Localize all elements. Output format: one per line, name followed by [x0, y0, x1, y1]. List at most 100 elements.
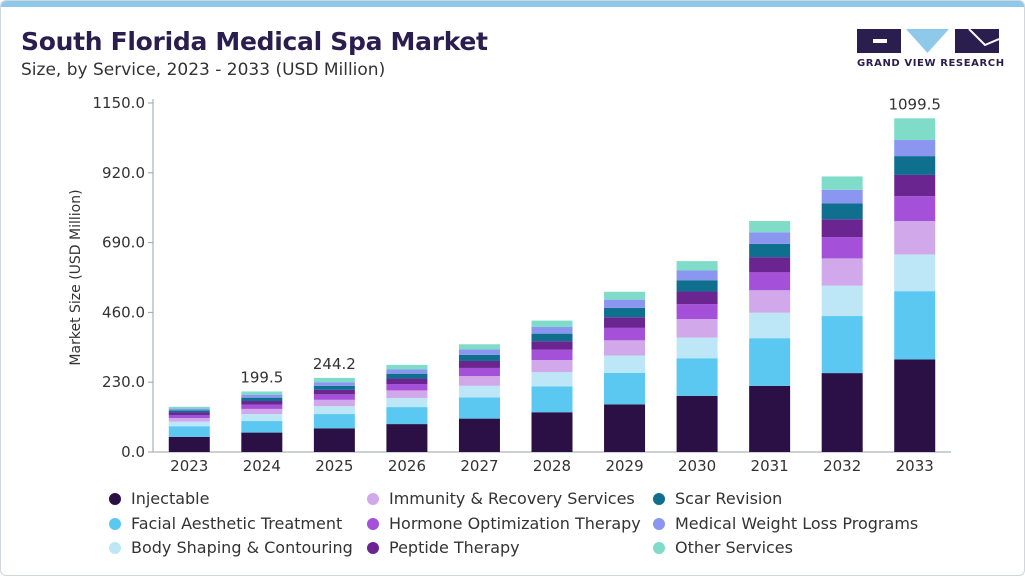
bar-segment	[386, 424, 428, 452]
bar-segment	[168, 408, 210, 411]
bar-segment	[458, 367, 500, 377]
x-tick-label: 2030	[678, 457, 716, 475]
legend-swatch-icon	[367, 518, 379, 530]
legend-swatch-icon	[109, 542, 121, 554]
legend-swatch-icon	[109, 493, 121, 505]
legend-label: Hormone Optimization Therapy	[389, 514, 641, 533]
bar-segment	[604, 299, 646, 308]
stacked-bar-chart: 0.0 230.0 460.0 690.0 920.0 1150.0 Market Size…	[68, 94, 951, 475]
bar-segment	[894, 221, 936, 255]
bar-segment	[386, 364, 428, 370]
bar-segment	[168, 406, 210, 409]
bar-segment	[531, 333, 573, 342]
legend-item: Other Services	[653, 538, 793, 557]
bar-segment	[531, 412, 573, 452]
legend-swatch-icon	[367, 542, 379, 554]
bar-segment	[386, 369, 428, 374]
y-tick-label: 0.0	[121, 443, 145, 461]
bar-segment	[458, 397, 500, 419]
bar-segment	[749, 338, 791, 386]
legend-item: Medical Weight Loss Programs	[653, 514, 918, 533]
x-tick-label: 2028	[533, 457, 571, 475]
bar-segment	[458, 349, 500, 355]
bar-segment	[749, 232, 791, 244]
bar-segment	[241, 394, 283, 398]
bar-segment	[458, 376, 500, 386]
bar-segment	[894, 156, 936, 175]
bar-segment	[821, 373, 863, 452]
bar-segment	[458, 344, 500, 350]
legend-item: Hormone Optimization Therapy	[367, 514, 641, 533]
bar-segment	[168, 412, 210, 415]
legend-label: Peptide Therapy	[389, 538, 520, 557]
bar-segment	[676, 358, 718, 396]
x-tick-label: 2023	[170, 457, 208, 475]
y-tick-label: 920.0	[102, 164, 145, 182]
bar-segment	[894, 359, 936, 452]
legend-item: Injectable	[109, 489, 209, 508]
bar-segment	[313, 428, 355, 452]
x-tick-label: 2025	[315, 457, 353, 475]
bar-segment	[604, 340, 646, 356]
legend-label: Scar Revision	[675, 489, 783, 508]
bar-segment	[313, 382, 355, 386]
bar-segment	[676, 319, 718, 338]
bar-segment	[386, 397, 428, 408]
legend-swatch-icon	[109, 518, 121, 530]
bar-segment	[168, 418, 210, 422]
data-label: 199.5	[240, 368, 283, 386]
legend-item: Scar Revision	[653, 489, 782, 508]
bar-segment	[676, 280, 718, 292]
bar-segment	[604, 291, 646, 300]
legend-label: Injectable	[131, 489, 210, 508]
bar-segment	[821, 176, 863, 190]
bar-segment	[458, 354, 500, 361]
bar-segment	[749, 221, 791, 233]
bar-segment	[894, 140, 936, 157]
x-tick-label: 2026	[388, 457, 426, 475]
x-tick-label: 2027	[460, 457, 498, 475]
bar-segment	[604, 307, 646, 318]
bar-segment	[821, 203, 863, 220]
chart-subtitle: Size, by Service, 2023 - 2033 (USD Milli…	[21, 60, 386, 80]
bar-segment	[241, 391, 283, 395]
legend-item: Immunity & Recovery Services	[367, 489, 635, 508]
bar-segment	[894, 254, 936, 292]
bar-segment	[531, 360, 573, 373]
data-label: 1099.5	[888, 95, 941, 113]
chart-title: South Florida Medical Spa Market	[21, 27, 488, 56]
bar-segment	[458, 418, 500, 452]
x-tick-label: 2031	[751, 457, 789, 475]
bar-segment	[749, 257, 791, 273]
bar-segment	[386, 390, 428, 398]
bar-segment	[604, 317, 646, 328]
bar-segment	[313, 406, 355, 415]
x-tick-label: 2033	[896, 457, 934, 475]
bar-segment	[604, 327, 646, 341]
bar-segment	[168, 436, 210, 452]
bar-segment	[386, 407, 428, 425]
bar-segment	[241, 408, 283, 415]
bar-segment	[531, 386, 573, 413]
bar-segment	[531, 326, 573, 334]
bar-segment	[749, 290, 791, 313]
bar-segment	[604, 404, 646, 452]
bar-segment	[313, 385, 355, 390]
bar-segment	[749, 385, 791, 452]
bar-segment	[313, 377, 355, 383]
bar-segment	[676, 395, 718, 452]
bar-segment	[894, 174, 936, 197]
brand-name: GRAND VIEW RESEARCH	[857, 58, 1005, 69]
bar-segment	[313, 394, 355, 400]
bar-segment	[386, 373, 428, 379]
bar-segment	[676, 270, 718, 281]
bar-segment	[676, 291, 718, 305]
y-tick-label: 460.0	[102, 303, 145, 321]
bar-segment	[241, 401, 283, 405]
bar-segment	[168, 410, 210, 413]
x-tick-label: 2032	[823, 457, 861, 475]
bar-segment	[386, 378, 428, 385]
x-tick-label: 2024	[243, 457, 281, 475]
bar-segment	[749, 272, 791, 291]
data-label: 244.2	[313, 355, 356, 373]
